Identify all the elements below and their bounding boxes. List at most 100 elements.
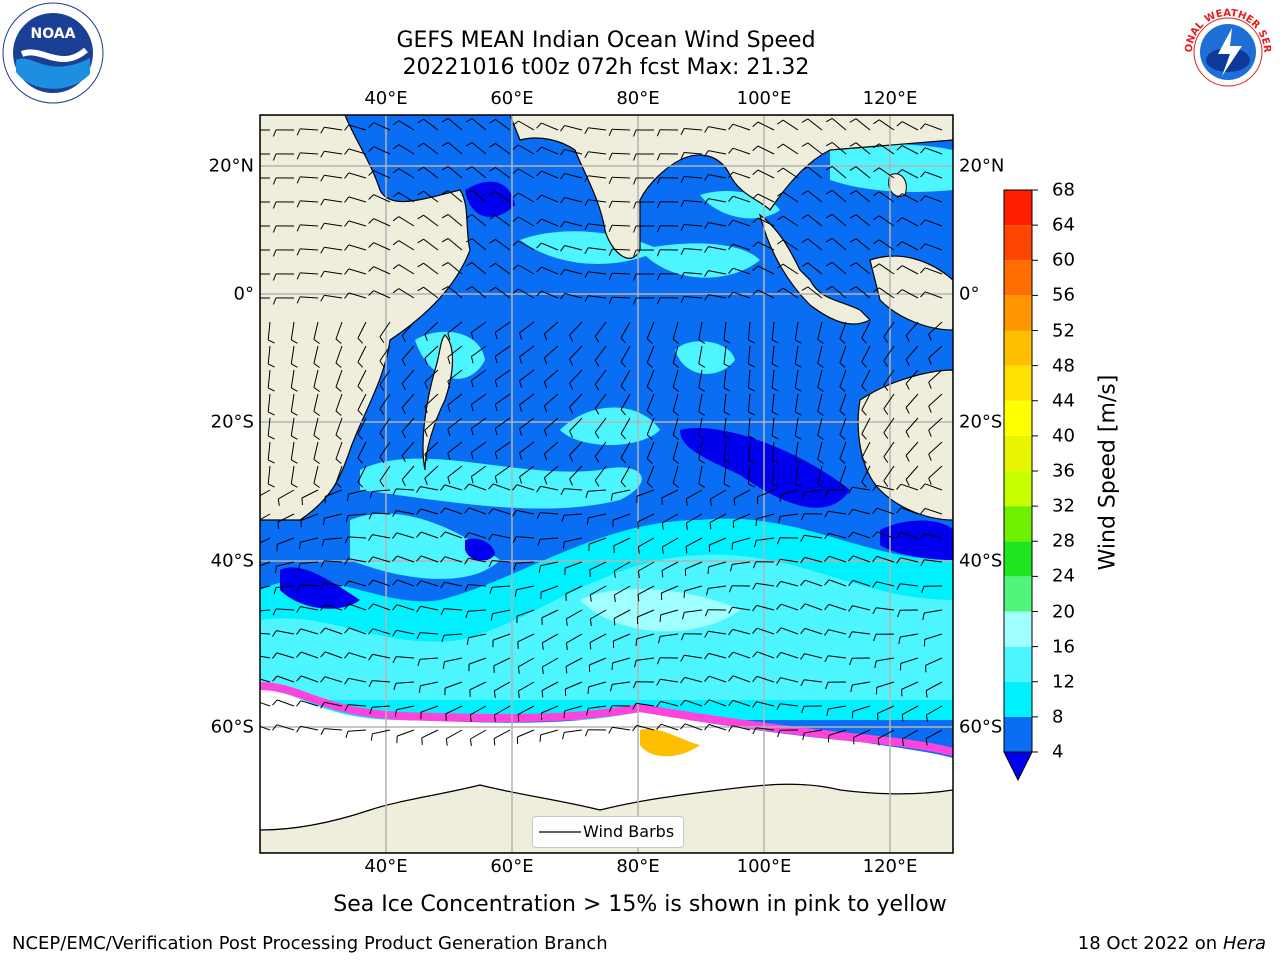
wind-barb-flag [637,521,639,529]
wind-barb [614,561,631,572]
wind-barb [324,627,343,635]
wind-barb [828,579,847,587]
colorbar-tick-label: 16 [1052,636,1075,658]
wind-barb [831,118,847,131]
wind-barb-flag [441,190,449,195]
wind-barb-flag [489,262,496,268]
wind-barb [698,321,703,340]
wind-barb-flag [357,361,363,368]
wind-barb-flag [777,730,781,738]
wind-barb [518,120,535,131]
wind-barb-flag [560,125,566,132]
wind-barb-flag [584,247,589,255]
map-title-line1: GEFS MEAN Indian Ocean Wind Speed [396,28,816,53]
wind-barb-flag [379,480,385,487]
wind-barb-flag [680,677,686,684]
wind-barb-flag [925,714,928,722]
wind-barb [807,166,823,179]
wind-barb [348,704,367,707]
wind-barb-flag [905,479,910,486]
lat-tick-left-20s: 20°S [210,411,254,433]
wind-barb-flag [464,558,469,565]
wind-barb-flag [424,478,428,485]
wind-barb-legend-icon [539,831,581,833]
wind-barb-flag [392,656,397,664]
colorbar-tick-label: 68 [1052,179,1075,201]
wind-barb-flag [335,386,342,392]
wind-barb-flag [369,707,373,714]
wind-barb-flag [620,481,626,488]
wind-barb [708,246,727,251]
wind-barb [839,345,847,364]
wind-barb [708,150,727,155]
wind-barb-flag [594,432,600,439]
wind-barb-flag [728,219,734,226]
wind-barb [401,417,415,432]
wind-barb [926,705,943,716]
wind-barb-flag [920,243,926,250]
colorbar-tick-label: 28 [1052,530,1075,552]
wind-barb [267,441,271,460]
colorbar-segment [1004,190,1032,226]
wind-barb [588,175,607,179]
wind-barb-flag [589,594,592,602]
wind-barb [924,291,943,299]
wind-barb-flag [704,294,709,301]
wind-barb [794,441,799,460]
wind-barb-flag [594,360,600,367]
wind-barb-flag [680,152,685,160]
wind-barb [275,608,295,611]
wind-barb-flag [519,380,522,388]
wind-barb [684,248,703,251]
wind-barb [493,729,511,739]
wind-barb-flag [313,459,320,464]
wind-barb [747,465,751,484]
wind-barb-flag [825,141,833,147]
wind-barb [290,369,295,388]
wind-barb [420,605,439,611]
wind-barb-flag [440,507,446,514]
wind-barb [424,369,439,383]
wind-barb-flag [344,678,349,685]
wind-barb [878,119,895,131]
wind-barb-flag [424,382,428,389]
wind-barb [468,633,487,639]
wind-barb [620,465,631,482]
wind-barb [723,465,727,484]
wind-barb [878,239,895,251]
map-frame [259,114,954,854]
wind-barb [569,393,583,408]
wind-patch-bay [640,243,760,278]
wind-barb-flag [272,297,277,305]
wind-barb [471,214,487,227]
wind-barb [564,173,583,179]
wind-barb [348,268,367,275]
wind-barb [756,582,775,587]
wind-barb-flag [536,194,542,201]
wind-barb-flag [608,273,613,280]
wind-barb [588,247,607,251]
wind-barb [757,265,775,275]
colorbar-segment [1004,541,1032,577]
wind-barb-flag [447,476,451,484]
wind-barb-flag [464,584,469,592]
wind-barb [924,609,943,614]
wind-barb [447,441,463,454]
wind-barb-flag [369,491,373,499]
wind-barb [357,465,367,483]
wind-barb-flag [543,405,548,413]
wind-barb [335,321,343,340]
wind-barb [828,729,847,736]
wind-barb-flag [489,238,496,244]
wind-barb-flag [313,339,320,344]
wind-barb-flag [728,585,733,593]
wind-barb [420,580,439,587]
wind-barb [817,441,823,460]
wind-barb-flag [795,483,802,488]
wind-barb-flag [560,245,566,252]
wind-barb-flag [824,489,829,497]
wind-barb-flag [680,248,685,256]
wind-barb [612,681,631,685]
wind-barb [373,146,391,155]
